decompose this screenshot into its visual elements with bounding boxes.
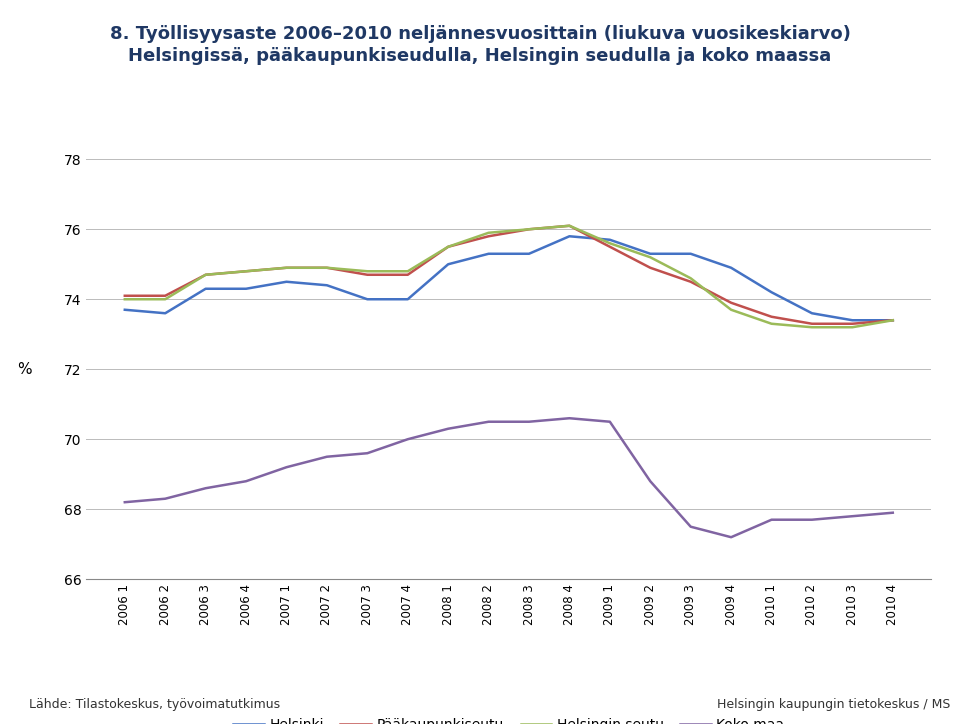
Helsingin seutu [766,319,778,328]
Text: 8. Työllisyysaste 2006–2010 neljännesvuosittain (liukuva vuosikeskiarvo): 8. Työllisyysaste 2006–2010 neljännesvuo… [109,25,851,43]
Koko maa [806,515,818,524]
Helsingin seutu [362,267,373,276]
Koko maa [280,463,292,471]
Helsinki [766,288,778,297]
Koko maa [483,417,494,426]
Helsingin seutu [483,228,494,237]
Helsingin seutu [200,270,211,279]
Line: Koko maa: Koko maa [125,418,893,537]
Text: %: % [17,362,32,376]
Koko maa [443,424,454,433]
Pääkaupunkiseutu [362,270,373,279]
Helsingin seutu [887,316,899,324]
Helsinki [240,285,252,293]
Pääkaupunkiseutu [604,243,615,251]
Helsinki [806,309,818,318]
Line: Helsingin seutu: Helsingin seutu [125,226,893,327]
Koko maa [322,452,333,461]
Helsinki [564,232,575,240]
Pääkaupunkiseutu [119,291,131,300]
Pääkaupunkiseutu [684,277,696,286]
Helsinki [684,249,696,258]
Pääkaupunkiseutu [322,264,333,272]
Koko maa [887,508,899,517]
Helsingin seutu [564,222,575,230]
Koko maa [766,515,778,524]
Pääkaupunkiseutu [847,319,858,328]
Helsinki [887,316,899,324]
Koko maa [402,435,414,444]
Pääkaupunkiseutu [806,319,818,328]
Pääkaupunkiseutu [887,316,899,324]
Helsinki [644,249,656,258]
Pääkaupunkiseutu [280,264,292,272]
Helsingin seutu [322,264,333,272]
Legend: Helsinki, Pääkaupunkiseutu, Helsingin seutu, Koko maa: Helsinki, Pääkaupunkiseutu, Helsingin se… [228,712,790,724]
Pääkaupunkiseutu [726,298,737,307]
Koko maa [240,477,252,486]
Koko maa [604,417,615,426]
Koko maa [684,523,696,531]
Helsinki [726,264,737,272]
Helsinki [847,316,858,324]
Helsinki [523,249,535,258]
Koko maa [362,449,373,458]
Pääkaupunkiseutu [159,291,171,300]
Pääkaupunkiseutu [443,243,454,251]
Koko maa [847,512,858,521]
Text: Helsingin kaupungin tietokeskus / MS: Helsingin kaupungin tietokeskus / MS [717,698,950,711]
Helsingin seutu [443,243,454,251]
Helsinki [322,281,333,290]
Text: Helsingissä, pääkaupunkiseudulla, Helsingin seudulla ja koko maassa: Helsingissä, pääkaupunkiseudulla, Helsin… [129,47,831,65]
Koko maa [644,477,656,486]
Helsingin seutu [604,239,615,248]
Koko maa [726,533,737,542]
Pääkaupunkiseutu [483,232,494,240]
Pääkaupunkiseutu [402,270,414,279]
Helsinki [159,309,171,318]
Text: Lähde: Tilastokeskus, työvoimatutkimus: Lähde: Tilastokeskus, työvoimatutkimus [29,698,280,711]
Helsingin seutu [240,267,252,276]
Line: Helsinki: Helsinki [125,236,893,320]
Helsingin seutu [159,295,171,303]
Helsinki [362,295,373,303]
Helsingin seutu [119,295,131,303]
Pääkaupunkiseutu [200,270,211,279]
Pääkaupunkiseutu [564,222,575,230]
Koko maa [159,494,171,503]
Helsinki [402,295,414,303]
Koko maa [523,417,535,426]
Helsinki [280,277,292,286]
Helsingin seutu [402,267,414,276]
Koko maa [200,484,211,492]
Helsingin seutu [806,323,818,332]
Helsinki [483,249,494,258]
Pääkaupunkiseutu [766,313,778,321]
Helsinki [119,306,131,314]
Helsingin seutu [684,274,696,282]
Koko maa [564,414,575,423]
Helsinki [443,260,454,269]
Helsinki [200,285,211,293]
Line: Pääkaupunkiseutu: Pääkaupunkiseutu [125,226,893,324]
Helsingin seutu [847,323,858,332]
Pääkaupunkiseutu [644,264,656,272]
Helsingin seutu [726,306,737,314]
Helsingin seutu [523,225,535,234]
Pääkaupunkiseutu [240,267,252,276]
Helsinki [604,235,615,244]
Helsingin seutu [280,264,292,272]
Helsingin seutu [644,253,656,261]
Koko maa [119,498,131,507]
Pääkaupunkiseutu [523,225,535,234]
